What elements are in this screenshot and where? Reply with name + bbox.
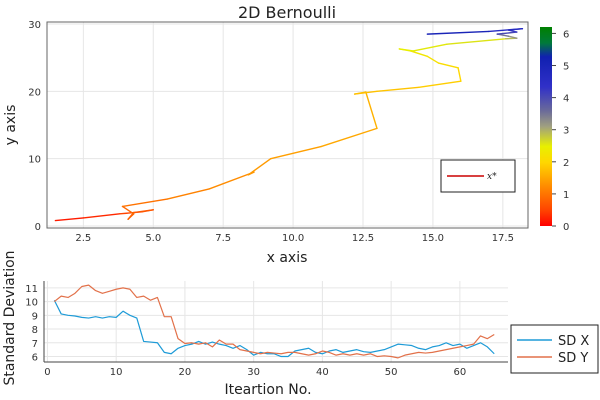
legend-label-xstar: x* xyxy=(487,172,497,182)
colorbar-gradient xyxy=(540,27,552,226)
sd-x-tick-label: 50 xyxy=(385,367,398,378)
x-tick-label: 7.5 xyxy=(215,233,231,244)
trajectory-segment xyxy=(409,50,429,58)
trajectory-segment xyxy=(418,80,462,89)
trajectory-segment xyxy=(166,188,210,200)
trajectory-segment xyxy=(132,209,154,214)
trajectory-segment xyxy=(247,157,272,176)
trajectory-segment xyxy=(270,145,322,160)
sd-legend: SD X SD Y xyxy=(510,324,599,374)
legend-label-sd-x: SD X xyxy=(558,334,589,349)
legend-label-xstar-text: x* xyxy=(487,172,497,182)
trajectory-segment xyxy=(457,67,462,82)
trajectory-segment xyxy=(496,31,518,35)
trajectory-grid xyxy=(47,22,528,228)
chart-title: 2D Bernoulli xyxy=(238,3,336,22)
colorbar-ticks: 0 1 2 3 4 5 6 xyxy=(552,29,569,233)
trajectory-segment xyxy=(426,30,490,35)
colorbar-tick-label: 3 xyxy=(563,126,569,137)
x-tick-label: 15.0 xyxy=(422,233,444,244)
y-tick-label: 0 xyxy=(35,222,41,233)
sd-x-tick-label: 20 xyxy=(179,367,192,378)
trajectory-segment xyxy=(54,217,85,222)
trajectory-segment xyxy=(437,62,459,69)
trajectory-segment xyxy=(398,48,415,52)
sd-ticks: 0 10 20 30 40 50 60 6 7 8 9 10 11 xyxy=(25,284,466,378)
trajectory-legend: x* xyxy=(440,159,516,193)
trajectory-segment xyxy=(353,90,378,95)
trajectory-segment xyxy=(121,198,168,208)
trajectory-segment xyxy=(426,55,440,64)
trajectory-segment xyxy=(507,35,518,39)
sd-y-tick-label: 10 xyxy=(25,298,38,309)
sd-y-axis-label: Standard Deviation xyxy=(2,250,18,385)
colorbar-tick-label: 6 xyxy=(563,29,569,40)
colorbar-tick-label: 4 xyxy=(563,94,569,105)
trajectory-path xyxy=(54,28,524,222)
sd-y-tick-label: 9 xyxy=(32,311,38,322)
sd-y-line xyxy=(53,284,495,359)
trajectory-segment xyxy=(208,171,255,190)
sd-x-tick-label: 60 xyxy=(454,367,467,378)
x-tick-label: 10.0 xyxy=(282,233,304,244)
y-tick-label: 20 xyxy=(28,87,41,98)
colorbar-tick-label: 1 xyxy=(563,190,569,201)
sd-x-tick-label: 40 xyxy=(316,367,329,378)
x-tick-label: 17.5 xyxy=(492,233,514,244)
trajectory-segment xyxy=(121,205,135,215)
x-tick-label: 5.0 xyxy=(145,233,161,244)
y-axis-label: y axis xyxy=(3,105,19,146)
x-axis-label: x axis xyxy=(267,250,308,266)
sd-legend-box xyxy=(510,324,599,374)
sd-x-tick-label: 10 xyxy=(110,367,123,378)
y-tick-label: 10 xyxy=(28,155,41,166)
trajectory-segment xyxy=(365,91,378,130)
sd-grid xyxy=(44,281,508,362)
legend-label-sd-y: SD Y xyxy=(558,351,588,366)
sd-x-tick-label: 30 xyxy=(247,367,260,378)
x-tick-label: 2.5 xyxy=(75,233,91,244)
sd-chart: 0 10 20 30 40 50 60 6 7 8 9 10 11 Iteartion No. Stan… xyxy=(2,250,599,398)
trajectory-segment xyxy=(412,43,448,52)
trajectory-ticks: 2.5 5.0 7.5 10.0 12.5 15.0 17.5 0 10 20 30 xyxy=(28,20,514,244)
colorbar-tick-label: 0 xyxy=(563,222,569,233)
sd-x-axis-label: Iteartion No. xyxy=(224,382,311,398)
x-tick-label: 12.5 xyxy=(352,233,374,244)
sd-lines xyxy=(53,284,495,359)
sd-x-tick-label: 0 xyxy=(44,367,50,378)
sd-y-tick-label: 11 xyxy=(25,284,38,295)
y-tick-label: 30 xyxy=(28,20,41,31)
trajectory-plot-frame xyxy=(46,21,529,229)
colorbar: 0 1 2 3 4 5 6 xyxy=(540,27,569,233)
trajectory-segment xyxy=(82,213,121,219)
trajectory-segment xyxy=(320,127,378,148)
sd-x-line xyxy=(53,299,495,358)
sd-y-tick-label: 8 xyxy=(32,325,38,336)
trajectory-segment xyxy=(488,28,524,33)
colorbar-tick-label: 5 xyxy=(563,62,569,73)
colorbar-tick-label: 2 xyxy=(563,158,569,169)
sd-y-tick-label: 7 xyxy=(32,339,38,350)
sd-y-tick-label: 6 xyxy=(32,353,38,364)
trajectory-segment xyxy=(127,213,135,220)
trajectory-segment xyxy=(376,86,420,93)
trajectory-segment xyxy=(446,38,507,45)
